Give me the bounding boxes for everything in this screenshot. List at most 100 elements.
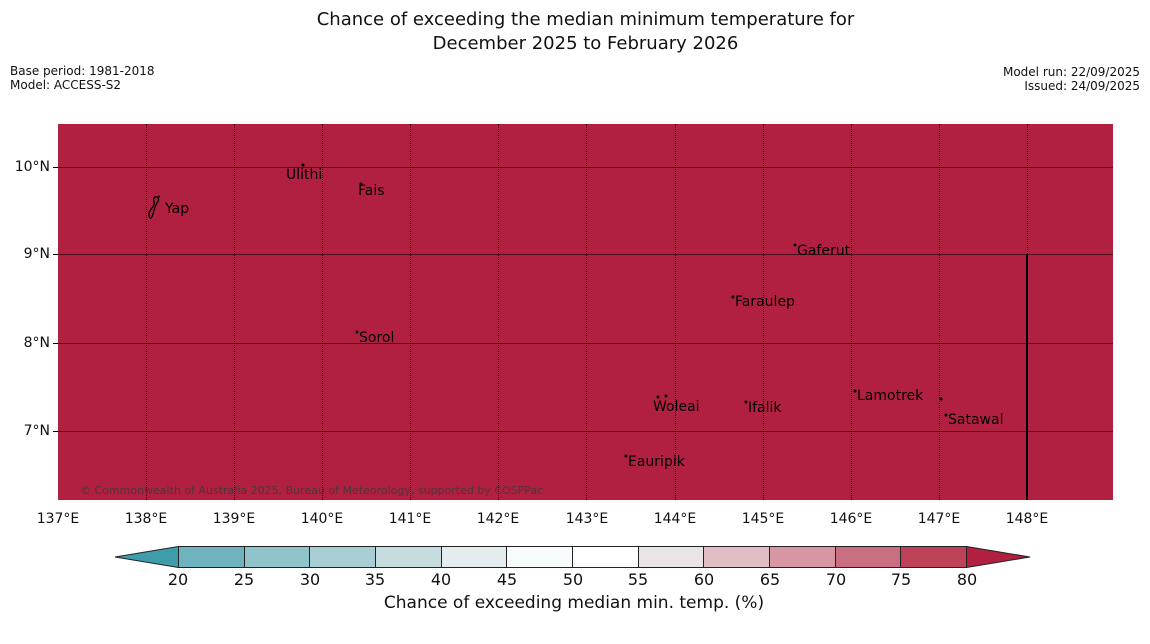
- colorbar-segment-60-65: [704, 547, 771, 567]
- colorbar-segment-20-25: [179, 547, 245, 567]
- place-label-ulithi: Ulithi: [286, 167, 323, 183]
- colorbar-tick-20: 20: [167, 570, 189, 589]
- colorbar-tick-25: 25: [233, 570, 255, 589]
- page-title: Chance of exceeding the median minimum t…: [58, 8, 1113, 56]
- meta-right: Model run: 22/09/2025 Issued: 24/09/2025: [1003, 65, 1140, 93]
- lon-axis-label-142e: 142°E: [476, 511, 520, 527]
- island-dot-ifalik: [744, 400, 748, 404]
- colorbar-segment-30-35: [310, 547, 377, 567]
- place-label-ifalik: Ifalik: [748, 400, 782, 416]
- place-label-lamotrek: Lamotrek: [857, 388, 924, 404]
- place-label-sorol: Sorol: [359, 330, 395, 346]
- lat-axis-label-9n: 9°N: [23, 246, 50, 262]
- lon-axis-label-143e: 143°E: [565, 511, 609, 527]
- colorbar-segment-40-45: [441, 547, 508, 567]
- colorbar-tick-45: 45: [496, 570, 518, 589]
- meridian-gridline: [234, 124, 235, 500]
- lat-axis-label-7n: 7°N: [23, 423, 50, 439]
- colorbar-tick-30: 30: [299, 570, 321, 589]
- meridian-gridline: [763, 124, 764, 500]
- colorbar-segment-65-70: [770, 547, 836, 567]
- colorbar-tick-35: 35: [364, 570, 386, 589]
- lon-axis-label-146e: 146°E: [829, 511, 873, 527]
- lon-axis-label-137e: 137°E: [36, 511, 80, 527]
- meridian-gridline: [851, 124, 852, 500]
- island-dot-satawal: [944, 413, 948, 417]
- page-title-line2: December 2025 to February 2026: [432, 33, 739, 54]
- place-label-eauripik: Eauripik: [628, 454, 685, 470]
- parallel-gridline: [58, 431, 1113, 432]
- place-label-yap: Yap: [165, 201, 190, 217]
- lon-axis-label-139e: 139°E: [212, 511, 256, 527]
- meridian-gridline: [675, 124, 676, 500]
- island-dot-lamotrek: [853, 389, 857, 393]
- place-label-gaferut: Gaferut: [797, 243, 851, 259]
- meridian-gridline: [586, 124, 587, 500]
- lat-tick: [53, 167, 58, 168]
- colorbar-right-arrow-icon: [966, 546, 1031, 568]
- place-label-woleai: Woleai: [653, 399, 700, 415]
- place-label-faraulep: Faraulep: [735, 294, 795, 310]
- colorbar-tick-60: 60: [693, 570, 715, 589]
- colorbar: [178, 546, 967, 568]
- colorbar-segment-35-40: [376, 547, 442, 567]
- island-dot: [939, 397, 943, 401]
- colorbar-tick-70: 70: [825, 570, 847, 589]
- place-label-fais: Fais: [358, 183, 385, 199]
- colorbar-left-arrow-icon: [114, 546, 179, 568]
- colorbar-tick-80: 80: [956, 570, 978, 589]
- parallel-gridline: [58, 167, 1113, 168]
- lon-axis-label-141e: 141°E: [388, 511, 432, 527]
- colorbar-tick-65: 65: [759, 570, 781, 589]
- meridian-gridline: [146, 124, 147, 500]
- base-period-text: Base period: 1981-2018: [10, 64, 155, 78]
- island-dot-faraulep: [731, 295, 735, 299]
- yap-island-outline-icon: [148, 195, 160, 219]
- meridian-gridline: [939, 124, 940, 500]
- parallel-gridline: [58, 343, 1113, 344]
- island-dot-fais: [359, 182, 363, 186]
- colorbar-tick-55: 55: [627, 570, 649, 589]
- island-dot-eauripik: [624, 454, 628, 458]
- page-title-line1: Chance of exceeding the median minimum t…: [316, 9, 855, 30]
- island-dot-gaferut: [793, 243, 797, 247]
- issued-text: Issued: 24/09/2025: [1024, 79, 1140, 93]
- boundary-line-148e: [1026, 254, 1028, 500]
- model-text: Model: ACCESS-S2: [10, 78, 122, 92]
- colorbar-segment-25-30: [244, 547, 311, 567]
- island-dot-ulithi: [301, 163, 305, 167]
- copyright-text: © Commonwealth of Australia 2025, Bureau…: [80, 484, 544, 497]
- map-canvas: Yap Ulithi Fais Gaferut Faraulep Sorol W…: [58, 124, 1113, 500]
- colorbar-segment-70-75: [835, 547, 902, 567]
- meridian-gridline: [498, 124, 499, 500]
- island-dot-sorol: [355, 330, 359, 334]
- island-dot-woleai: [656, 395, 660, 399]
- colorbar-tick-75: 75: [890, 570, 912, 589]
- colorbar-tick-40: 40: [430, 570, 452, 589]
- lon-axis-label-140e: 140°E: [300, 511, 344, 527]
- colorbar-segment-55-60: [638, 547, 705, 567]
- place-label-satawal: Satawal: [948, 412, 1004, 428]
- colorbar-tick-50: 50: [562, 570, 584, 589]
- lon-axis-label-147e: 147°E: [917, 511, 961, 527]
- lat-tick: [53, 254, 58, 255]
- meridian-gridline: [410, 124, 411, 500]
- lat-axis-label-10n: 10°N: [14, 159, 50, 175]
- meridian-gridline: [322, 124, 323, 500]
- island-dot-woleai-2: [664, 394, 668, 398]
- lon-axis-label-138e: 138°E: [124, 511, 168, 527]
- lat-tick: [53, 343, 58, 344]
- colorbar-segment-45-50: [507, 547, 574, 567]
- colorbar-segment-50-55: [573, 547, 639, 567]
- lat-tick: [53, 431, 58, 432]
- lat-axis-label-8n: 8°N: [23, 335, 50, 351]
- lon-axis-label-148e: 148°E: [1005, 511, 1049, 527]
- meta-left: Base period: 1981-2018 Model: ACCESS-S2: [10, 64, 155, 92]
- colorbar-segment-75-80: [901, 547, 967, 567]
- lon-axis-label-145e: 145°E: [741, 511, 785, 527]
- model-run-text: Model run: 22/09/2025: [1002, 65, 1140, 79]
- colorbar-title: Chance of exceeding median min. temp. (%…: [383, 593, 765, 613]
- lon-axis-label-144e: 144°E: [653, 511, 697, 527]
- parallel-gridline: [58, 254, 1113, 255]
